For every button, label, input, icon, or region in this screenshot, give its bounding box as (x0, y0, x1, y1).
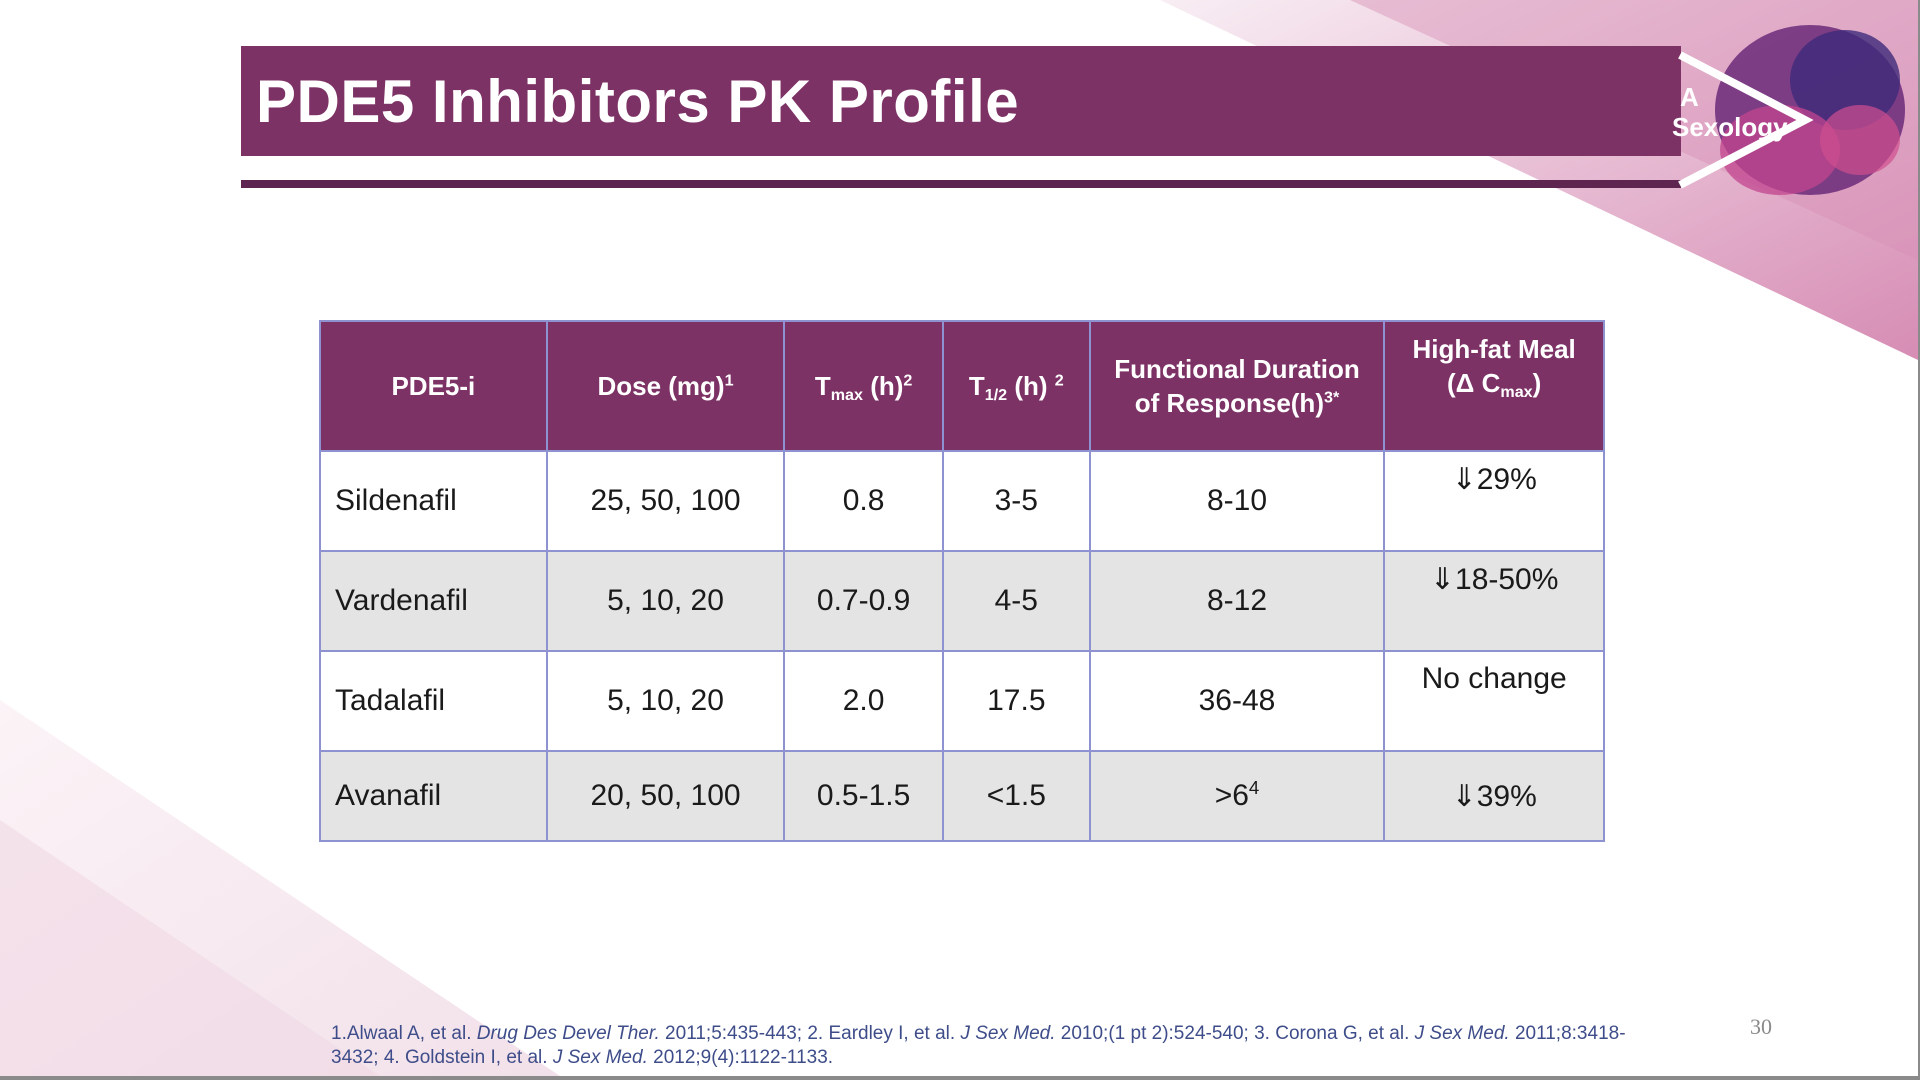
cell-tmax: 0.7-0.9 (783, 550, 944, 652)
title-bar: PDE5 Inhibitors PK Profile (241, 46, 1681, 156)
cell-meal-effect: ⇓18-50% (1383, 550, 1605, 652)
header-duration: Functional Duration of Response(h)3* (1088, 320, 1386, 452)
cell-duration: >64 (1088, 750, 1386, 842)
cell-meal-effect: ⇓29% (1383, 450, 1605, 552)
cell-thalf: 17.5 (941, 650, 1091, 752)
logo-text-line1: A (1680, 82, 1699, 112)
logo-ink-splash-icon (1678, 25, 1905, 195)
cell-dose: 20, 50, 100 (545, 750, 786, 842)
table-row: Sildenafil 25, 50, 100 0.8 3-5 8-10 ⇓29% (319, 450, 1605, 552)
references: 1.Alwaal A, et al. Drug Des Devel Ther. … (331, 1023, 1626, 1068)
cell-thalf: 4-5 (941, 550, 1091, 652)
logo-text-line2: Sexology (1672, 112, 1788, 142)
society-logo: A Sexology (1660, 0, 1910, 220)
header-tmax: Tmax (h)2 (783, 320, 944, 452)
cell-dose: 25, 50, 100 (545, 450, 786, 552)
cell-tmax: 0.8 (783, 450, 944, 552)
cell-tmax: 0.5-1.5 (783, 750, 944, 842)
title-underline (241, 180, 1681, 188)
cell-drug-name: Vardenafil (319, 550, 548, 652)
cell-drug-name: Tadalafil (319, 650, 548, 752)
cell-dose: 5, 10, 20 (545, 650, 786, 752)
page-number: 30 (1750, 1014, 1772, 1039)
table-row: Avanafil 20, 50, 100 0.5-1.5 <1.5 >64 ⇓3… (319, 750, 1605, 842)
cell-meal-effect: ⇓39% (1383, 750, 1605, 842)
cell-thalf: 3-5 (941, 450, 1091, 552)
table-header-row: PDE5-i Dose (mg)1 Tmax (h)2 T1/2 (h) 2 F… (319, 320, 1605, 452)
header-pde5i: PDE5-i (319, 320, 548, 452)
cell-duration: 8-12 (1088, 550, 1386, 652)
table-row: Tadalafil 5, 10, 20 2.0 17.5 36-48 No ch… (319, 650, 1605, 752)
cell-drug-name: Sildenafil (319, 450, 548, 552)
cell-dose: 5, 10, 20 (545, 550, 786, 652)
cell-meal-effect: No change (1383, 650, 1605, 752)
header-dose: Dose (mg)1 (545, 320, 786, 452)
cell-drug-name: Avanafil (319, 750, 548, 842)
cell-thalf: <1.5 (941, 750, 1091, 842)
cell-duration: 8-10 (1088, 450, 1386, 552)
slide-title: PDE5 Inhibitors PK Profile (256, 67, 1020, 135)
header-thalf: T1/2 (h) 2 (941, 320, 1091, 452)
pk-table: PDE5-i Dose (mg)1 Tmax (h)2 T1/2 (h) 2 F… (319, 320, 1605, 842)
header-meal: High-fat Meal (Δ Cmax) (1383, 320, 1605, 452)
cell-duration: 36-48 (1088, 650, 1386, 752)
cell-tmax: 2.0 (783, 650, 944, 752)
table-row: Vardenafil 5, 10, 20 0.7-0.9 4-5 8-12 ⇓1… (319, 550, 1605, 652)
